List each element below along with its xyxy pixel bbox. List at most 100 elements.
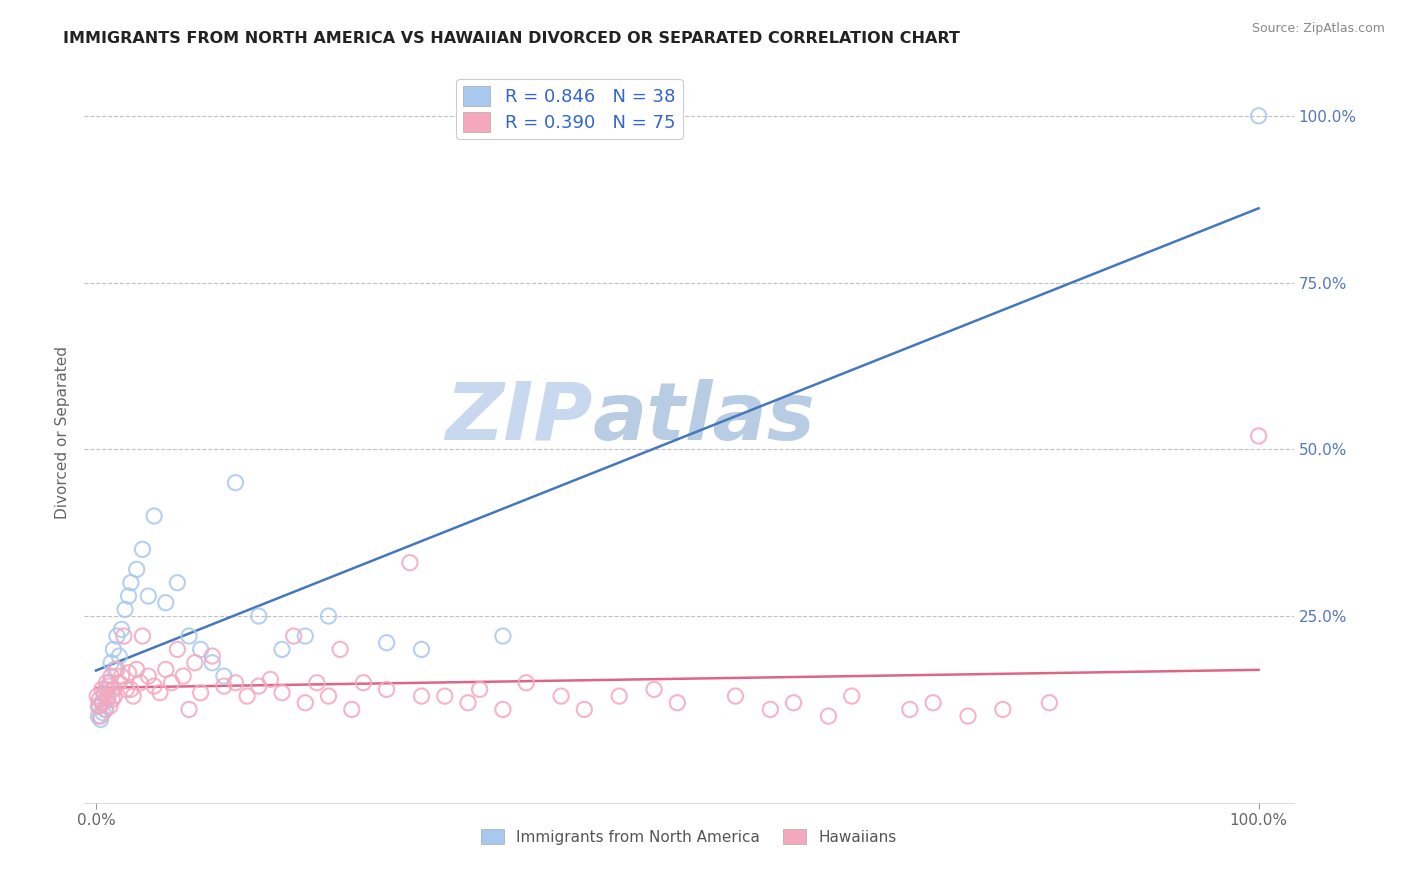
Point [108, 648, 131, 663]
Point [225, 675, 247, 690]
Point [643, 682, 665, 697]
Point [433, 689, 456, 703]
Point [166, 642, 188, 657]
Point [131, 629, 153, 643]
Point [91, 706, 114, 720]
Point [136, 589, 159, 603]
Point [87, 709, 110, 723]
Point [114, 602, 136, 616]
Point [236, 689, 259, 703]
Text: IMMIGRANTS FROM NORTH AMERICA VS HAWAIIAN DIVORCED OR SEPARATED CORRELATION CHAR: IMMIGRANTS FROM NORTH AMERICA VS HAWAIIA… [63, 31, 960, 46]
Point [110, 669, 132, 683]
Point [155, 596, 177, 610]
Y-axis label: Divorced or Separated: Divorced or Separated [55, 346, 70, 519]
Point [318, 609, 340, 624]
Point [104, 662, 127, 676]
Point [399, 556, 422, 570]
Point [131, 542, 153, 557]
Point [271, 642, 294, 657]
Point [305, 675, 328, 690]
Point [329, 642, 352, 657]
Point [1247, 109, 1270, 123]
Point [155, 662, 177, 676]
Point [125, 562, 148, 576]
Point [782, 696, 804, 710]
Point [100, 669, 122, 683]
Point [190, 642, 212, 657]
Point [294, 629, 316, 643]
Point [90, 696, 112, 710]
Point [247, 679, 270, 693]
Point [97, 689, 120, 703]
Point [117, 589, 139, 603]
Point [515, 675, 537, 690]
Point [108, 675, 131, 690]
Point [607, 689, 630, 703]
Point [212, 679, 235, 693]
Text: Source: ZipAtlas.com: Source: ZipAtlas.com [1251, 22, 1385, 36]
Point [201, 648, 224, 663]
Point [492, 629, 515, 643]
Point [103, 682, 125, 697]
Point [375, 636, 398, 650]
Point [89, 699, 111, 714]
Point [103, 642, 125, 657]
Point [225, 475, 247, 490]
Point [352, 675, 374, 690]
Point [956, 709, 979, 723]
Point [125, 662, 148, 676]
Point [122, 689, 145, 703]
Point [666, 696, 689, 710]
Point [90, 682, 112, 697]
Point [96, 675, 118, 690]
Point [271, 686, 294, 700]
Point [259, 673, 281, 687]
Point [143, 508, 166, 523]
Point [922, 696, 945, 710]
Point [166, 575, 188, 590]
Point [91, 696, 114, 710]
Point [93, 689, 115, 703]
Point [375, 682, 398, 697]
Legend: Immigrants from North America, Hawaiians: Immigrants from North America, Hawaiians [475, 822, 903, 851]
Point [212, 669, 235, 683]
Point [105, 629, 128, 643]
Point [117, 665, 139, 680]
Point [97, 679, 120, 693]
Point [177, 629, 200, 643]
Point [93, 686, 115, 700]
Point [468, 682, 491, 697]
Point [1038, 696, 1060, 710]
Point [160, 675, 183, 690]
Point [283, 629, 305, 643]
Point [97, 692, 120, 706]
Point [96, 682, 118, 697]
Point [991, 702, 1014, 716]
Point [817, 709, 839, 723]
Point [105, 662, 128, 676]
Point [94, 702, 117, 716]
Point [318, 689, 340, 703]
Point [87, 699, 110, 714]
Point [898, 702, 921, 716]
Point [115, 682, 138, 697]
Point [98, 675, 121, 690]
Point [457, 696, 479, 710]
Point [411, 689, 433, 703]
Point [120, 682, 142, 697]
Point [1247, 429, 1270, 443]
Point [112, 629, 135, 643]
Point [759, 702, 782, 716]
Point [492, 702, 515, 716]
Point [550, 689, 572, 703]
Point [411, 642, 433, 657]
Text: ZIP: ZIP [444, 379, 592, 457]
Point [90, 709, 112, 723]
Point [94, 702, 117, 716]
Point [110, 623, 132, 637]
Point [149, 686, 172, 700]
Point [98, 699, 121, 714]
Point [574, 702, 596, 716]
Point [90, 713, 112, 727]
Point [89, 692, 111, 706]
